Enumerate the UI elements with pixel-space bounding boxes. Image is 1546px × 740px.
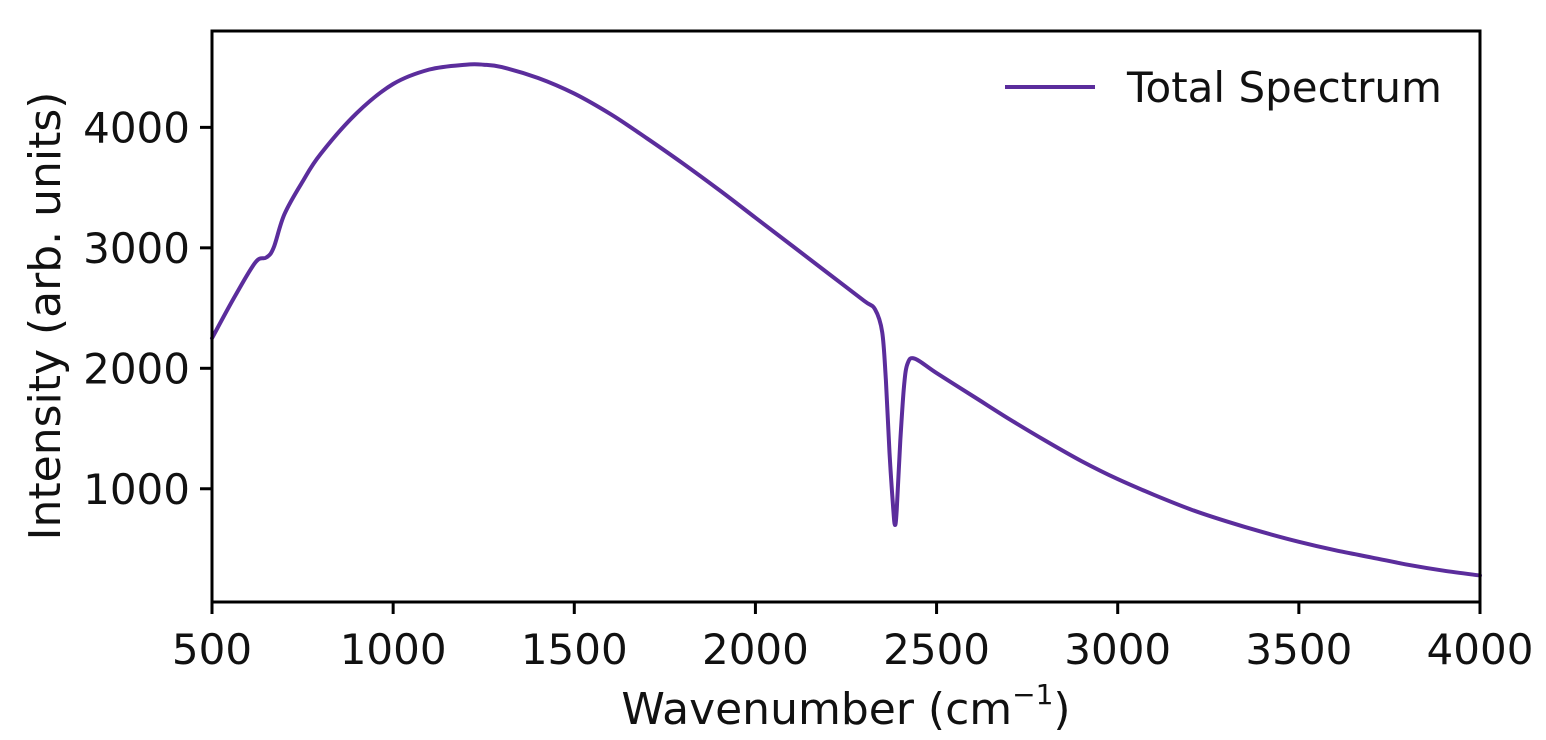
- x-axis-label-superscript: −1: [1012, 678, 1053, 711]
- y-tick-label: 1000: [83, 465, 190, 514]
- x-tick-label: 3000: [1064, 625, 1171, 674]
- y-tick-label: 4000: [83, 103, 190, 152]
- series-layer: [210, 62, 1482, 578]
- legend: Total Spectrum: [1005, 63, 1442, 112]
- legend-label-total-spectrum: Total Spectrum: [1126, 63, 1442, 112]
- x-tick-label: 4000: [1427, 625, 1534, 674]
- plot-frame: [210, 29, 1482, 604]
- ticks-layer: 500 1000 1500 2000 2500 3000 3500 4000 1000 2000 3…: [83, 103, 1533, 674]
- x-axis-label: Wavenumber (cm−1): [621, 678, 1070, 735]
- x-axis-label-close: ): [1053, 684, 1070, 735]
- series-line-total-spectrum: [210, 62, 1482, 578]
- x-tick-label: 2500: [883, 625, 990, 674]
- x-tick-label: 1000: [340, 625, 447, 674]
- x-axis-label-main: Wavenumber (cm: [621, 684, 1012, 735]
- y-tick-label: 2000: [83, 344, 190, 393]
- y-axis-label: Intensity (arb. units): [20, 92, 71, 541]
- x-tick-label: 2000: [702, 625, 809, 674]
- x-tick-label: 3500: [1245, 625, 1352, 674]
- x-tick-label: 1500: [521, 625, 628, 674]
- x-tick-label: 500: [172, 625, 252, 674]
- y-tick-label: 3000: [83, 224, 190, 273]
